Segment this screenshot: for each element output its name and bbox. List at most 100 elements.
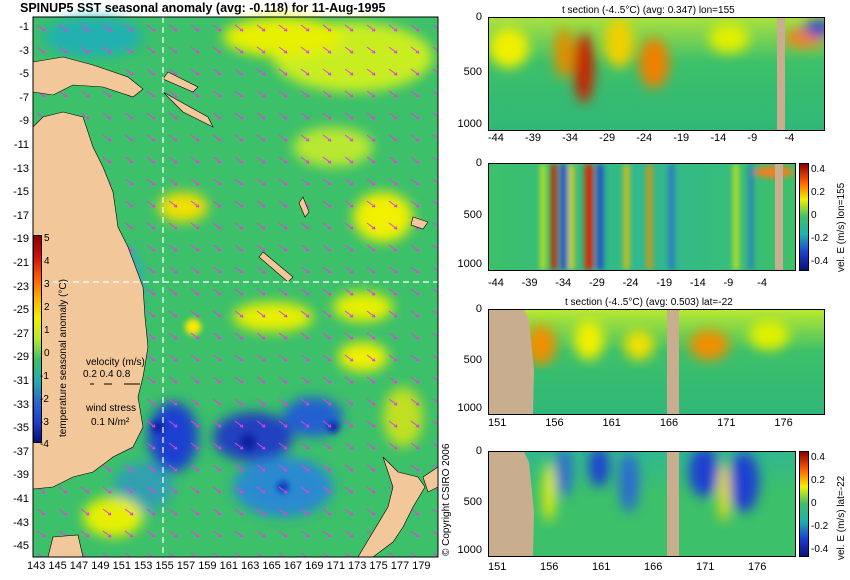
t-section-lon155-svg — [489, 18, 824, 130]
panel-x-tick: -44 — [488, 277, 504, 289]
panel1-title: t section (-4..5°C) (avg: 0.347) lon=155 — [562, 5, 735, 16]
panel-y-tick: 500 — [463, 66, 482, 78]
sst-map[interactable]: 5 4 3 2 1 0 -1 -2 -3 -4 temperature seas… — [32, 16, 439, 558]
vel-section-lat22[interactable] — [488, 451, 796, 557]
panel-x-tick: -24 — [636, 132, 653, 144]
panel-x-tick: -39 — [521, 277, 538, 289]
lat-tick-label: -39 — [13, 469, 29, 482]
panel-y-tick: 0 — [475, 445, 482, 457]
sst-colorbar — [33, 235, 42, 443]
bougainville — [162, 71, 199, 93]
panel-y-tick: 500 — [463, 354, 482, 366]
panel-y-tick: 0 — [475, 11, 482, 23]
panel-x-tick: -29 — [599, 132, 616, 144]
vanuatu — [298, 196, 310, 218]
vel-colorbar-1-ticks: 0.4 0.2 0 -0.2 -0.4 — [811, 160, 831, 272]
vel-cb-tick: -0.4 — [811, 256, 829, 267]
vel-cb-tick: 0 — [811, 210, 817, 221]
wind-legend-scale: 0.1 N/m² — [91, 417, 130, 428]
lat-tick-label: -27 — [13, 327, 29, 340]
cb-tick: 5 — [44, 233, 50, 244]
lat-tick-label: -29 — [13, 351, 29, 364]
cb-tick: 3 — [44, 279, 50, 290]
cb-tick: 2 — [44, 302, 50, 313]
cb-tick: 0 — [44, 348, 50, 359]
lat-tick-label: -1 — [19, 21, 29, 33]
vel-section-lon155[interactable] — [488, 163, 796, 271]
sst-map-svg — [32, 16, 439, 558]
panel-x-tick: -9 — [747, 132, 758, 144]
lon-tick-label: 159 — [198, 560, 217, 572]
new-zealand-north — [357, 456, 426, 558]
velocity-legend-label: velocity (m/s) — [86, 357, 145, 368]
panel-x-tick: -19 — [656, 277, 673, 289]
panel-x-tick: -24 — [622, 277, 639, 289]
panel1-x-axis: -44 -39 -34 -29 -24 -19 -14 -9 -4 — [488, 133, 828, 145]
lon-tick-label: 163 — [241, 560, 260, 572]
lat-tick-label: -11 — [13, 139, 29, 151]
lon-tick-label: 143 — [27, 560, 46, 572]
lat-tick-label: -19 — [13, 233, 29, 246]
lat-tick-label: -45 — [13, 540, 29, 553]
lat-tick-label: -37 — [13, 445, 29, 458]
panel-x-tick: 171 — [717, 417, 736, 429]
lat-tick-label: -17 — [13, 209, 29, 222]
lon-tick-label: 173 — [348, 560, 367, 572]
lat-tick-label: -31 — [13, 375, 29, 387]
sst-colorbar-label: temperature seasonal anomaly (°C) — [58, 279, 69, 437]
lat-tick-label: -5 — [19, 68, 29, 81]
panel-x-tick: -19 — [673, 132, 690, 144]
vel-section-lat22-svg — [489, 452, 759, 556]
panel-x-tick: -4 — [784, 132, 795, 144]
vel-cb-tick: 0.4 — [811, 452, 825, 463]
lon-tick-label: 153 — [134, 560, 153, 572]
lon-tick-label: 147 — [69, 560, 89, 572]
lat-tick-label: -15 — [13, 186, 29, 199]
wind-legend-label: wind stress — [86, 403, 137, 414]
t-section-lat22[interactable] — [488, 309, 825, 415]
lat-tick-label: -33 — [13, 398, 29, 411]
lon-tick-label: 155 — [155, 560, 174, 572]
panel4-x-axis: 151 156 161 166 171 176 — [488, 562, 828, 574]
lat-tick-label: -41 — [13, 493, 29, 505]
lon-tick-label: 151 — [112, 560, 131, 572]
australia — [32, 111, 149, 490]
panel-x-tick: -29 — [588, 277, 605, 289]
panel-x-tick: -14 — [689, 277, 706, 289]
lat-tick-label: -21 — [13, 257, 29, 269]
cb-tick: -1 — [40, 371, 49, 382]
panel-x-tick: 156 — [545, 417, 564, 429]
vel-colorbar-2-label: vel. E (m/s) lat=-22 — [836, 475, 847, 560]
cb-tick: -3 — [40, 417, 49, 428]
lat-tick-label: -25 — [13, 304, 29, 317]
vel-colorbar-1 — [799, 163, 809, 271]
lon-tick-label: 161 — [219, 560, 238, 572]
solomon-islands — [162, 91, 214, 128]
panel-y-tick: 1000 — [457, 258, 482, 270]
panel1-y-axis: 0 500 1000 — [440, 12, 486, 130]
lon-tick-label: 145 — [48, 560, 67, 572]
cb-tick: -4 — [40, 439, 49, 450]
vel-cb-tick: 0.2 — [811, 187, 825, 198]
panel-y-tick: 0 — [475, 157, 482, 169]
lat-tick-label: -13 — [13, 162, 29, 175]
legend-arrows-svg — [90, 383, 140, 385]
panel2-y-axis: 0 500 1000 — [440, 158, 486, 270]
panel3-title: t section (-4..5°C) (avg: 0.503) lat=-22 — [565, 297, 733, 308]
t-section-lon155[interactable] — [488, 17, 825, 131]
panel-x-tick: -4 — [757, 277, 767, 289]
vel-cb-tick: 0.4 — [811, 164, 825, 175]
lat-tick-label: -43 — [13, 516, 29, 529]
lon-tick-label: 149 — [91, 560, 110, 572]
lon-tick-label: 169 — [305, 560, 324, 572]
panel-x-tick: 166 — [659, 417, 679, 429]
lon-tick-label: 167 — [283, 560, 303, 572]
vel-cb-tick: 0.2 — [811, 475, 825, 486]
lon-tick-label: 175 — [369, 560, 388, 572]
panel3-x-axis: 151 156 161 166 171 176 — [488, 418, 828, 430]
panel-y-tick: 0 — [475, 303, 482, 315]
land-masses — [32, 56, 439, 558]
velocity-legend-scale: 0.2 0.4 0.8 — [83, 369, 131, 380]
panel-x-tick: 151 — [488, 417, 507, 429]
new-guinea — [32, 56, 144, 98]
